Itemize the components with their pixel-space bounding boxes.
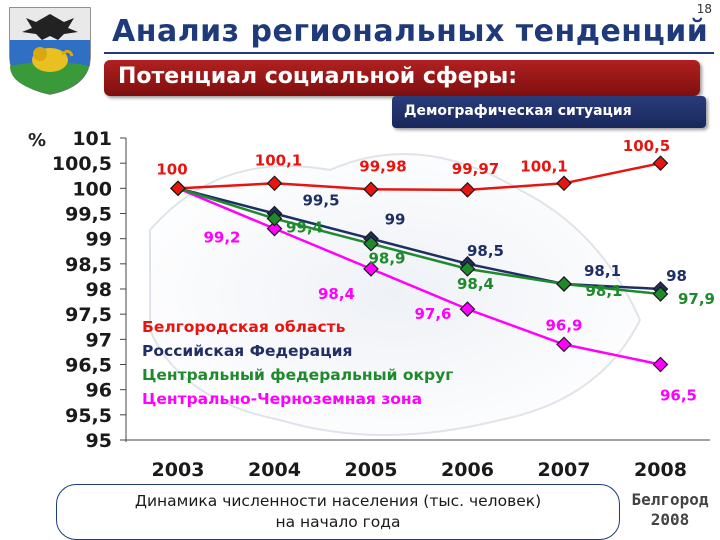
- series-markers: [170, 155, 669, 373]
- data-label: 98,5: [467, 242, 504, 260]
- y-tick-label: 95: [86, 430, 112, 452]
- data-label: 98,1: [584, 262, 621, 280]
- x-tick-label: 2006: [441, 459, 494, 481]
- series-point: [459, 301, 476, 317]
- chart-caption: Динамика численности населения (тыс. чел…: [57, 491, 619, 533]
- y-tick-label: 96,5: [65, 355, 112, 377]
- data-label: 99,97: [452, 160, 499, 178]
- y-tick-label: 99: [86, 229, 112, 251]
- y-tick-label: 98,5: [65, 254, 112, 276]
- y-tick-group: 101 100,5 100 99,5 99 98,5 98 97,5 97 96,5 96 95,5 9…: [52, 128, 126, 452]
- data-label: 100,1: [255, 151, 302, 169]
- y-tick-label: 99,5: [65, 204, 112, 226]
- data-label: 99,2: [203, 229, 240, 247]
- data-label: 96,9: [545, 316, 582, 334]
- y-tick-label: 97,5: [65, 304, 112, 326]
- x-tick-group: 2003 2004 2005 2006 2007 2008: [152, 459, 687, 481]
- series-line: [177, 187, 661, 366]
- series-point: [652, 356, 669, 373]
- data-label: 99,4: [286, 219, 323, 237]
- series-point: [363, 181, 379, 198]
- series-point: [266, 175, 283, 192]
- x-tick-label: 2003: [152, 459, 205, 481]
- y-axis-unit: %: [28, 130, 46, 151]
- legend-entry: Российская Федерация: [142, 342, 352, 360]
- series-point: [266, 220, 283, 237]
- series-point: [266, 210, 283, 227]
- legend-entry: Белгородская область: [142, 318, 346, 336]
- data-label: 98,4: [318, 285, 355, 303]
- chart-caption-line2: на начало года: [275, 513, 401, 531]
- series-point: [556, 276, 572, 292]
- y-tick-label: 100,5: [52, 153, 112, 175]
- data-label: 99,5: [303, 192, 340, 210]
- y-tick-label: 98: [86, 279, 112, 301]
- page-title: Анализ региональных тенденций: [112, 14, 709, 49]
- data-label: 100,5: [623, 137, 670, 155]
- data-label: 100: [156, 160, 187, 178]
- x-tick-label: 2005: [345, 459, 398, 481]
- y-tick-label: 96: [86, 380, 112, 402]
- topic-badge-label: Демографическая ситуация: [404, 103, 632, 119]
- section-title: Потенциал социальной сферы:: [118, 64, 518, 89]
- data-label: 98,1: [585, 282, 622, 300]
- series-point: [459, 181, 476, 198]
- data-label: 98,4: [457, 275, 494, 293]
- y-tick-label: 101: [72, 128, 112, 150]
- series-point: [459, 261, 476, 277]
- city-year: 2008: [650, 510, 690, 529]
- series-point: [363, 261, 379, 277]
- data-label: 99,98: [359, 157, 406, 175]
- topic-badge: Демографическая ситуация: [392, 96, 706, 128]
- data-label: 96,5: [660, 387, 697, 405]
- series-point: [556, 175, 572, 192]
- y-tick-label: 95,5: [65, 405, 112, 427]
- series-lines: [177, 161, 661, 366]
- chart-caption-line1: Динамика численности населения (тыс. чел…: [134, 492, 542, 510]
- series-point: [652, 286, 669, 302]
- x-tick-label: 2007: [538, 459, 591, 481]
- data-label: 99: [385, 211, 406, 229]
- series-line: [177, 187, 661, 296]
- series-line: [177, 161, 661, 192]
- coat-of-arms-emblem: [9, 7, 91, 95]
- slide-number: 18: [696, 2, 712, 16]
- data-label: 98,9: [368, 250, 405, 268]
- chart-caption-box: Динамика численности населения (тыс. чел…: [56, 484, 620, 540]
- series-point: [170, 180, 186, 197]
- x-tick-label: 2008: [634, 459, 687, 481]
- legend-entry: Центральный федеральный округ: [142, 366, 453, 384]
- data-label: 100,1: [520, 157, 567, 175]
- series-point: [363, 235, 379, 252]
- city-year-stamp: Белгород 2008: [628, 490, 712, 530]
- city-name: Белгород: [631, 490, 709, 509]
- section-header: Потенциал социальной сферы:: [104, 60, 700, 96]
- x-tick-label: 2004: [248, 459, 301, 481]
- legend: Белгородская область Российская Федерация…: [142, 318, 453, 408]
- y-tick-label: 100: [72, 178, 112, 200]
- series-data-labels: 99,2 98,4 97,6 96,9 96,5 99,5 99 98,5 98,1 98 99,4…: [156, 137, 715, 404]
- legend-entry: Центрально-Черноземная зона: [142, 390, 422, 408]
- title-divider: [104, 52, 714, 54]
- y-tick-label: 97: [86, 329, 112, 351]
- series-point: [556, 336, 572, 353]
- data-label: 97,6: [414, 305, 451, 323]
- data-label: 97,9: [678, 290, 715, 308]
- series-point: [652, 155, 669, 172]
- data-label: 98: [666, 267, 687, 285]
